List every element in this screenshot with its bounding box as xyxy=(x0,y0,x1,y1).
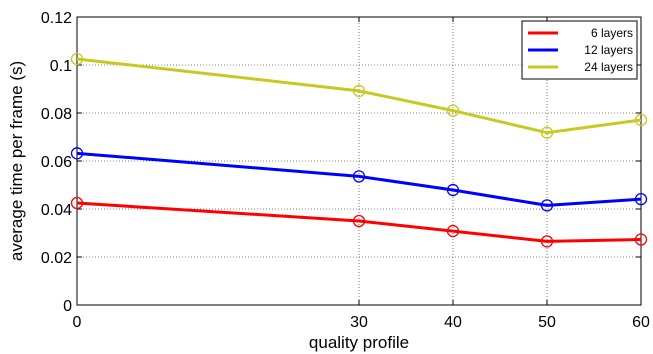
data-point-marker xyxy=(634,233,648,246)
series-12-layers xyxy=(70,147,648,212)
data-point-marker xyxy=(446,183,460,197)
y-tick-label: 0.02 xyxy=(41,250,72,267)
data-point-marker xyxy=(70,196,84,210)
data-point-marker xyxy=(70,52,84,66)
data-point-marker xyxy=(540,199,554,212)
x-tick-label: 50 xyxy=(538,314,556,331)
y-tick-label: 0 xyxy=(63,298,72,315)
data-point-marker xyxy=(446,224,460,238)
legend-label: 12 layers xyxy=(584,43,633,57)
y-tick-label: 0.06 xyxy=(41,154,72,171)
x-tick-label: 0 xyxy=(73,314,82,331)
legend-label: 6 layers xyxy=(591,26,633,40)
data-point-marker xyxy=(352,84,366,98)
data-point-marker xyxy=(352,214,366,228)
y-tick-label: 0.12 xyxy=(41,10,72,27)
data-point-marker xyxy=(634,193,648,206)
series-lines xyxy=(70,52,648,248)
y-tick-label: 0.04 xyxy=(41,202,72,219)
data-point-marker xyxy=(446,104,460,117)
axis-ticks: 0 0.02 0.04 0.06 0.08 0.1 0.12 0 30 40 50 60 xyxy=(41,10,650,331)
data-point-marker xyxy=(634,113,648,127)
legend-label: 24 layers xyxy=(584,60,633,74)
series-24-layers xyxy=(70,52,648,139)
series-line xyxy=(76,57,642,135)
series-6-layers xyxy=(70,196,648,248)
series-line xyxy=(76,151,642,207)
data-point-marker xyxy=(70,147,84,160)
series-line xyxy=(76,201,642,243)
y-tick-label: 0.08 xyxy=(41,106,72,123)
y-tick-label: 0.1 xyxy=(50,58,72,75)
data-point-marker xyxy=(540,235,554,248)
x-axis-label: quality profile xyxy=(309,333,409,352)
data-point-marker xyxy=(352,170,366,183)
y-axis-label: average time per frame (s) xyxy=(7,61,26,261)
data-point-marker xyxy=(540,126,554,139)
x-tick-label: 30 xyxy=(350,314,368,331)
x-tick-label: 40 xyxy=(444,314,462,331)
legend: 6 layers 12 layers 24 layers xyxy=(521,20,638,80)
x-tick-label: 60 xyxy=(632,314,650,331)
